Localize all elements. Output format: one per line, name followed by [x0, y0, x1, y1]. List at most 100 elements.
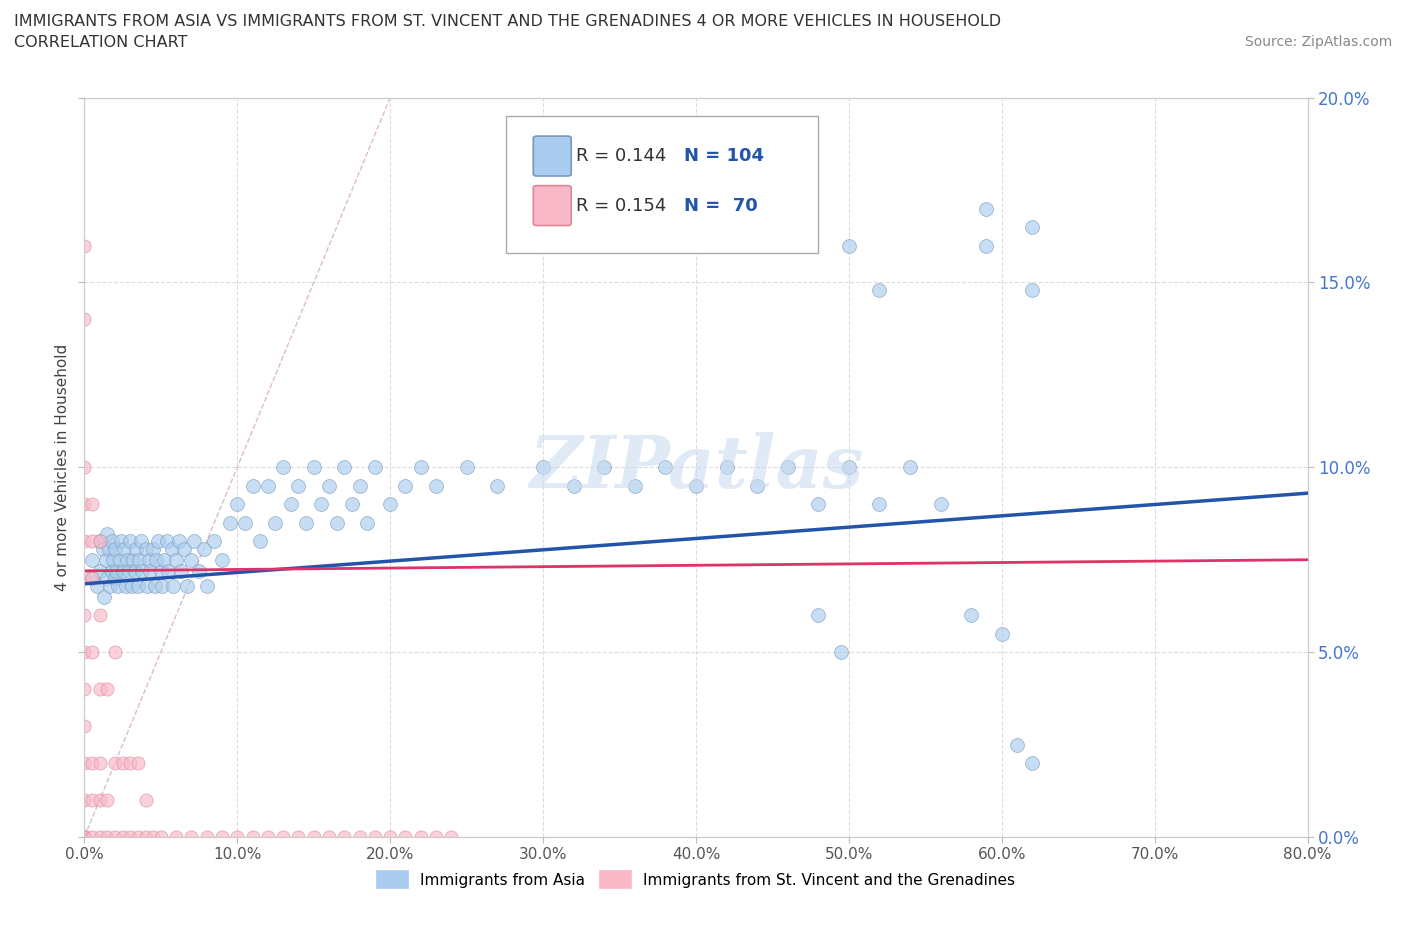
Point — [456, 459, 478, 474]
Point — [97, 541, 120, 556]
Point — [333, 459, 356, 474]
Point — [271, 459, 294, 474]
Text: IMMIGRANTS FROM ASIA VS IMMIGRANTS FROM ST. VINCENT AND THE GRENADINES 4 OR MORE: IMMIGRANTS FROM ASIA VS IMMIGRANTS FROM … — [14, 14, 1001, 29]
Text: R = 0.144: R = 0.144 — [576, 147, 666, 165]
Point — [807, 608, 830, 623]
Point — [624, 478, 647, 493]
Point — [73, 830, 96, 844]
Point — [183, 534, 205, 549]
Point — [73, 830, 96, 844]
Point — [125, 541, 148, 556]
Point — [242, 830, 264, 844]
Point — [167, 534, 190, 549]
Point — [531, 459, 554, 474]
Point — [188, 564, 211, 578]
Point — [73, 534, 96, 549]
Point — [112, 541, 135, 556]
Point — [211, 552, 233, 567]
Point — [73, 830, 96, 844]
Point — [869, 497, 891, 512]
Point — [101, 564, 124, 578]
Point — [1021, 755, 1043, 770]
Point — [135, 830, 157, 844]
Point — [349, 830, 371, 844]
Point — [89, 564, 111, 578]
Point — [180, 830, 202, 844]
Point — [149, 564, 172, 578]
Point — [121, 578, 143, 593]
Text: Source: ZipAtlas.com: Source: ZipAtlas.com — [1244, 35, 1392, 49]
Point — [165, 552, 187, 567]
Point — [869, 283, 891, 298]
Point — [311, 497, 333, 512]
Point — [96, 571, 118, 586]
Point — [593, 459, 616, 474]
Point — [218, 515, 240, 530]
Point — [193, 541, 215, 556]
Point — [73, 459, 96, 474]
Y-axis label: 4 or more Vehicles in Household: 4 or more Vehicles in Household — [55, 344, 70, 591]
Point — [898, 459, 921, 474]
Point — [89, 755, 111, 770]
Point — [929, 497, 952, 512]
Point — [716, 459, 738, 474]
Point — [128, 552, 150, 567]
Point — [111, 564, 134, 578]
Point — [73, 571, 96, 586]
Point — [89, 792, 111, 807]
Point — [409, 459, 432, 474]
Point — [302, 459, 325, 474]
Point — [170, 564, 193, 578]
Point — [73, 238, 96, 253]
Point — [160, 541, 183, 556]
Point — [120, 534, 142, 549]
Point — [73, 682, 96, 697]
Point — [349, 478, 371, 493]
Point — [145, 552, 167, 567]
Text: N = 104: N = 104 — [683, 147, 763, 165]
Point — [325, 515, 347, 530]
Point — [96, 792, 118, 807]
Point — [129, 534, 152, 549]
Point — [127, 755, 149, 770]
Point — [409, 830, 432, 844]
Point — [89, 608, 111, 623]
Point — [162, 578, 184, 593]
Point — [136, 578, 159, 593]
Point — [73, 830, 96, 844]
Point — [93, 590, 115, 604]
Point — [138, 552, 160, 567]
Point — [287, 830, 309, 844]
Point — [380, 830, 402, 844]
Point — [176, 578, 198, 593]
Point — [101, 534, 124, 549]
Point — [211, 830, 233, 844]
Point — [364, 830, 387, 844]
Point — [486, 478, 509, 493]
Point — [295, 515, 318, 530]
Point — [80, 571, 103, 586]
FancyBboxPatch shape — [533, 186, 571, 226]
Point — [73, 608, 96, 623]
Point — [135, 541, 157, 556]
Point — [165, 830, 187, 844]
Point — [80, 552, 103, 567]
Point — [226, 497, 249, 512]
Point — [195, 578, 218, 593]
Point — [73, 830, 96, 844]
Point — [104, 644, 127, 659]
Point — [107, 578, 129, 593]
Point — [976, 238, 998, 253]
Point — [318, 830, 340, 844]
Point — [150, 578, 173, 593]
Point — [562, 478, 585, 493]
Point — [104, 541, 127, 556]
Point — [685, 478, 707, 493]
Point — [302, 830, 325, 844]
Point — [73, 792, 96, 807]
Point — [364, 459, 387, 474]
Point — [333, 830, 356, 844]
Point — [271, 830, 294, 844]
Point — [73, 830, 96, 844]
Point — [89, 534, 111, 549]
